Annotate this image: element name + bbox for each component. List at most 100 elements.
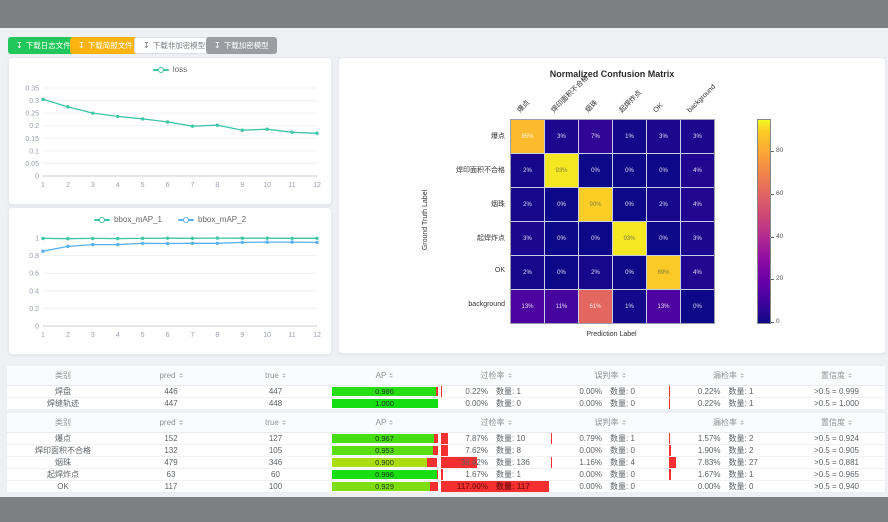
- ap-bar: 0.986: [331, 387, 438, 396]
- column-header-6[interactable]: 漏检率: [669, 413, 788, 432]
- colorbar-tick-label: 60: [776, 190, 784, 197]
- rate-bar: [669, 445, 671, 456]
- loss-line-chart: 00.050.10.150.20.250.30.351 2 3 4 5 6 7 8 9 10 11 1…: [25, 86, 321, 190]
- svg-text:5: 5: [141, 332, 145, 339]
- column-header-3[interactable]: AP: [328, 366, 441, 385]
- rate-cell: 0.00% 数量: 0: [579, 387, 635, 396]
- matrix-cell: 85%: [511, 120, 544, 153]
- column-header-4[interactable]: 过检率: [441, 413, 551, 432]
- svg-text:0.4: 0.4: [29, 288, 39, 295]
- sort-caret-icon[interactable]: [281, 420, 286, 425]
- column-header-7[interactable]: 置信度: [788, 366, 885, 385]
- svg-text:6: 6: [166, 332, 170, 339]
- ap-bar: 0.953: [331, 446, 438, 455]
- class-name-cell: 焊盘: [55, 387, 71, 396]
- svg-text:5: 5: [141, 182, 145, 189]
- legend-marker-icon: [178, 216, 194, 223]
- sort-caret-icon[interactable]: [740, 373, 744, 378]
- sort-caret-icon[interactable]: [621, 420, 626, 425]
- svg-text:0.2: 0.2: [29, 306, 39, 313]
- map-line-chart: 00.20.40.60.811 2 3 4 5 6 7 8 9 10 11 12: [29, 236, 321, 340]
- confusion-matrix-heatmap: 85% 3% 7% 1% 3% 3% 2% 93% 0% 0% 0% 4% 2% 0% 90% 0% 2% 4% 3…: [510, 119, 715, 324]
- sort-caret-icon[interactable]: [389, 373, 394, 378]
- table-header-row: 类别 pred true AP 过检率 误判率 漏检率 置信度: [7, 413, 885, 433]
- matrix-row-label: 爆点: [491, 133, 505, 140]
- column-header-3[interactable]: AP: [328, 413, 441, 432]
- column-header-1[interactable]: pred: [119, 413, 223, 432]
- rate-cell: 7.62% 数量: 8: [441, 445, 551, 456]
- column-header-1[interactable]: pred: [119, 366, 223, 385]
- svg-text:11: 11: [288, 182, 295, 189]
- matrix-row-label: background: [468, 301, 505, 308]
- column-header-5[interactable]: 误判率: [551, 366, 669, 385]
- true-cell: 447: [268, 387, 283, 396]
- button-label: 下载日志文件: [25, 41, 71, 50]
- svg-text:6: 6: [166, 182, 170, 189]
- sort-caret-icon[interactable]: [740, 420, 744, 425]
- column-header-5[interactable]: 误判率: [551, 413, 669, 432]
- sort-caret-icon[interactable]: [507, 420, 512, 425]
- rate-cell: 0.00% 数量: 0: [465, 399, 521, 408]
- svg-text:7: 7: [191, 332, 195, 339]
- svg-text:9: 9: [240, 332, 244, 339]
- legend-item-bbox_mAP_2[interactable]: bbox_mAP_2: [178, 215, 246, 224]
- rate-bar: [669, 398, 671, 409]
- sort-caret-icon[interactable]: [621, 373, 626, 378]
- column-header-4[interactable]: 过检率: [441, 366, 551, 385]
- matrix-cell: 0%: [545, 222, 578, 255]
- sort-caret-icon[interactable]: [848, 373, 852, 378]
- svg-text:12: 12: [313, 182, 321, 189]
- rate-bar: [551, 433, 553, 444]
- rate-cell: 1.57% 数量: 2: [669, 433, 788, 444]
- class-name-cell: 起焊炸点: [47, 470, 79, 479]
- weld-summary-table: 类别 pred true AP 过检率 误判率 漏检率 置信度 焊盘 446 447 0.986 0.2…: [6, 365, 886, 410]
- colorbar-tick-label: 80: [776, 147, 784, 154]
- matrix-cell: 93%: [613, 222, 646, 255]
- matrix-cell: 0%: [647, 222, 680, 255]
- download-button-0[interactable]: ↧ 下载日志文件: [8, 37, 79, 54]
- matrix-cell: 0%: [613, 256, 646, 289]
- table-row: 焊印面积不合格 132 105 0.953 7.62% 数量: 8 0.00% 数量: 0 1.…: [7, 445, 885, 457]
- map-chart-legend: bbox_mAP_1 bbox_mAP_2: [9, 215, 331, 224]
- legend-item-loss[interactable]: loss: [152, 65, 188, 74]
- matrix-cell: 0%: [613, 188, 646, 221]
- confidence-cell: >0.5 = 0.940: [814, 482, 859, 491]
- legend-label: loss: [172, 65, 188, 74]
- rate-bar: [441, 457, 478, 468]
- sort-caret-icon[interactable]: [178, 420, 183, 425]
- sort-caret-icon[interactable]: [507, 373, 512, 378]
- svg-text:4: 4: [116, 332, 120, 339]
- window-frame-bottom: [0, 497, 888, 522]
- sort-caret-icon[interactable]: [281, 373, 286, 378]
- rate-cell: 117.00% 数量: 117: [441, 481, 551, 492]
- matrix-cell: 11%: [545, 290, 578, 323]
- matrix-cell: 2%: [511, 256, 544, 289]
- matrix-column-label: OK: [652, 102, 665, 115]
- column-header-7[interactable]: 置信度: [788, 413, 885, 432]
- sort-caret-icon[interactable]: [389, 420, 394, 425]
- sort-caret-icon[interactable]: [848, 420, 852, 425]
- column-header-2[interactable]: true: [223, 366, 328, 385]
- matrix-row-label: 焊印面积不合格: [456, 167, 505, 174]
- download-button-2[interactable]: ↧ 下载非加密模型: [134, 37, 215, 54]
- confidence-cell: >0.5 = 0.905: [814, 446, 859, 455]
- column-header-6[interactable]: 漏检率: [669, 366, 788, 385]
- matrix-cell: 0%: [579, 222, 612, 255]
- download-button-1[interactable]: ↧ 下载简报文件: [70, 37, 141, 54]
- matrix-cell: 4%: [681, 256, 714, 289]
- download-button-3[interactable]: ↧ 下载加密模型: [206, 37, 277, 54]
- download-icon: ↧: [16, 40, 23, 50]
- pred-cell: 446: [164, 387, 178, 396]
- ground-truth-label-axis: Ground Truth Label: [422, 189, 429, 251]
- column-header-2[interactable]: true: [223, 413, 328, 432]
- rate-cell: 7.83% 数量: 27: [669, 457, 788, 468]
- svg-text:0.15: 0.15: [25, 136, 39, 143]
- rate-cell: 1.67% 数量: 1: [669, 469, 788, 480]
- map-chart-card: bbox_mAP_1 bbox_mAP_2 0 0.2 0.4 0.6 0.8 1 1 2 3 4 5…: [8, 207, 332, 355]
- pred-cell: 152: [164, 434, 178, 443]
- legend-item-bbox_mAP_1[interactable]: bbox_mAP_1: [93, 215, 162, 224]
- svg-text:0.25: 0.25: [25, 111, 39, 118]
- sort-caret-icon[interactable]: [178, 373, 183, 378]
- confusion-matrix-colorbar: [757, 119, 771, 324]
